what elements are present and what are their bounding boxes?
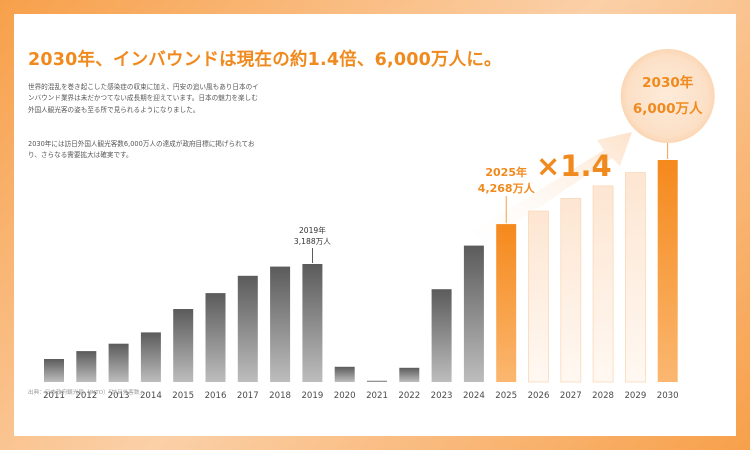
- tick-label-2020: 2020: [334, 391, 356, 401]
- tick-label-2015: 2015: [172, 391, 194, 401]
- bar-2018: [270, 266, 291, 382]
- bar-2030: [657, 160, 678, 382]
- tick-label-2019: 2019: [301, 391, 323, 401]
- tick-label-2023: 2023: [431, 391, 453, 401]
- tick-label-2030: 2030: [657, 391, 679, 401]
- annotation-2025-line2: 4,268万人: [478, 181, 536, 195]
- tick-label-2013: 2013: [108, 391, 130, 401]
- bar-2027: [560, 198, 582, 383]
- annotation-2030-line2: 6,000万人: [633, 101, 703, 117]
- bar-2022: [399, 367, 420, 382]
- content-card: [14, 14, 736, 436]
- tick-label-2021: 2021: [366, 391, 388, 401]
- tick-label-2017: 2017: [237, 391, 259, 401]
- tick-label-2011: 2011: [43, 391, 65, 401]
- tick-label-2026: 2026: [528, 391, 550, 401]
- bar-2023: [431, 289, 452, 382]
- tick-label-2024: 2024: [463, 391, 485, 401]
- bar-2013: [108, 343, 129, 382]
- annotation-2025-line1: 2025年: [485, 165, 527, 179]
- tick-label-2016: 2016: [205, 391, 227, 401]
- tick-label-2018: 2018: [269, 391, 291, 401]
- tick-label-2028: 2028: [592, 391, 614, 401]
- source-note: 出典：日本政府観光局（JNTO）「訪日外客数」: [28, 390, 146, 396]
- bar-2017: [237, 275, 258, 382]
- bar-2012: [76, 351, 97, 382]
- target-circle: [620, 49, 715, 143]
- bar-2014: [140, 332, 161, 382]
- growth-arrow: [472, 132, 632, 246]
- bar-2020: [334, 366, 355, 382]
- bar-2021: [367, 380, 387, 382]
- tick-label-2022: 2022: [398, 391, 420, 401]
- bar-2025: [496, 224, 517, 382]
- bar-2016: [205, 293, 226, 382]
- annotation-2019-line2: 3,188万人: [294, 237, 331, 246]
- tick-label-2025: 2025: [495, 391, 517, 401]
- annotation-2030-line1: 2030年: [642, 74, 694, 91]
- tick-label-2029: 2029: [624, 391, 646, 401]
- intro-paragraph: 世界的混乱を巻き起こした感染症の収束に加え、円安の追い風もあり日本のインバウンド…: [28, 83, 259, 114]
- bar-2015: [173, 309, 194, 382]
- tick-label-2014: 2014: [140, 391, 162, 401]
- bar-2029: [625, 172, 646, 383]
- bar-2011: [44, 359, 64, 382]
- bar-2019: [302, 264, 323, 382]
- goal-paragraph: 2030年には訪日外国人観光客数6,000万人の達成が政府目標に掲げられており、…: [28, 140, 255, 160]
- bar-2024: [463, 245, 484, 382]
- annotation-2019-line1: 2019年: [299, 225, 326, 235]
- headline: 2030年、インバウンドは現在の約1.4倍、6,000万人に。: [28, 50, 502, 70]
- bar-2026: [528, 210, 549, 383]
- tick-label-2012: 2012: [75, 391, 97, 401]
- bar-2028: [592, 185, 614, 383]
- tick-label-2027: 2027: [560, 391, 582, 401]
- multiplier-label: ×1.4: [536, 149, 612, 183]
